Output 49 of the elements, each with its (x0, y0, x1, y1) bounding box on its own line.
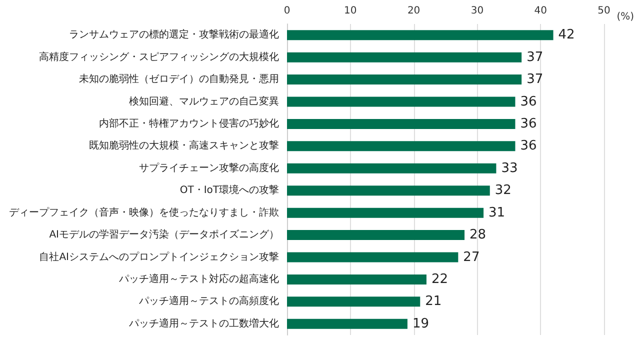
y-tick-label: パッチ適用～テストの高頻度化 (138, 295, 279, 308)
y-tick-label: 既知脆弱性の大規模・高速スキャンと攻撃 (89, 140, 279, 152)
x-tick-label: 50 (598, 6, 610, 16)
bar (287, 30, 554, 40)
x-tick-label: 0 (284, 6, 290, 16)
data-label: 22 (431, 272, 448, 287)
x-tick-label: 30 (470, 6, 484, 16)
data-label: 28 (470, 228, 486, 243)
x-tick-label: 20 (407, 6, 420, 16)
y-tick-label: 未知の脆弱性（ゼロデイ）の自動発見・悪用 (79, 73, 279, 86)
bar (287, 230, 465, 240)
bar (287, 252, 458, 262)
bar (287, 74, 522, 85)
data-label: 27 (463, 250, 480, 265)
x-axis-title: (%) (616, 12, 634, 22)
data-label: 21 (425, 294, 442, 310)
data-label: 31 (488, 205, 506, 220)
bar (287, 274, 426, 284)
x-tick-label: 40 (534, 6, 547, 16)
bar (287, 186, 490, 196)
y-tick-label: 検知回避、マルウェアの自己変異 (129, 95, 279, 108)
y-tick-label: AIモデルの学習データ汚染（データポイズニング） (49, 228, 279, 241)
data-label: 32 (494, 183, 512, 198)
bar (287, 318, 408, 329)
bar (287, 52, 522, 62)
y-tick-label: 内部不正・特権アカウント侵害の巧妙化 (99, 117, 279, 130)
data-label: 37 (526, 72, 544, 88)
data-label: 19 (412, 316, 430, 332)
y-tick-label: OT・IoT環境への攻撃 (180, 184, 279, 196)
y-tick-label: 高精度フィッシング・スピアフィッシングの大規模化 (39, 50, 279, 63)
bar (287, 118, 516, 129)
data-label: 42 (558, 28, 575, 43)
y-tick-label: サプライチェーン攻撃の高度化 (139, 162, 279, 174)
y-tick-label: ランサムウェアの標的選定・攻撃戦術の最適化 (69, 28, 279, 41)
bar (287, 296, 420, 307)
data-label: 36 (520, 94, 537, 110)
x-tick-label: 10 (344, 6, 357, 16)
bar (287, 96, 516, 107)
data-label: 33 (501, 160, 518, 176)
data-label: 36 (520, 116, 537, 132)
bar (287, 163, 496, 174)
bar (287, 208, 484, 218)
y-tick-label: パッチ適用～テストの工数増大化 (128, 317, 279, 330)
bar (287, 141, 516, 152)
y-tick-label: 自社AIシステムへのプロンプトインジェクション攻撃 (39, 250, 279, 263)
y-tick-label: ディープフェイク（音声・映像）を使ったなりすまし・詐欺 (9, 206, 279, 218)
data-label: 37 (526, 50, 544, 65)
data-label: 36 (520, 138, 537, 154)
y-tick-label: パッチ適用～テスト対応の超高速化 (118, 272, 279, 285)
